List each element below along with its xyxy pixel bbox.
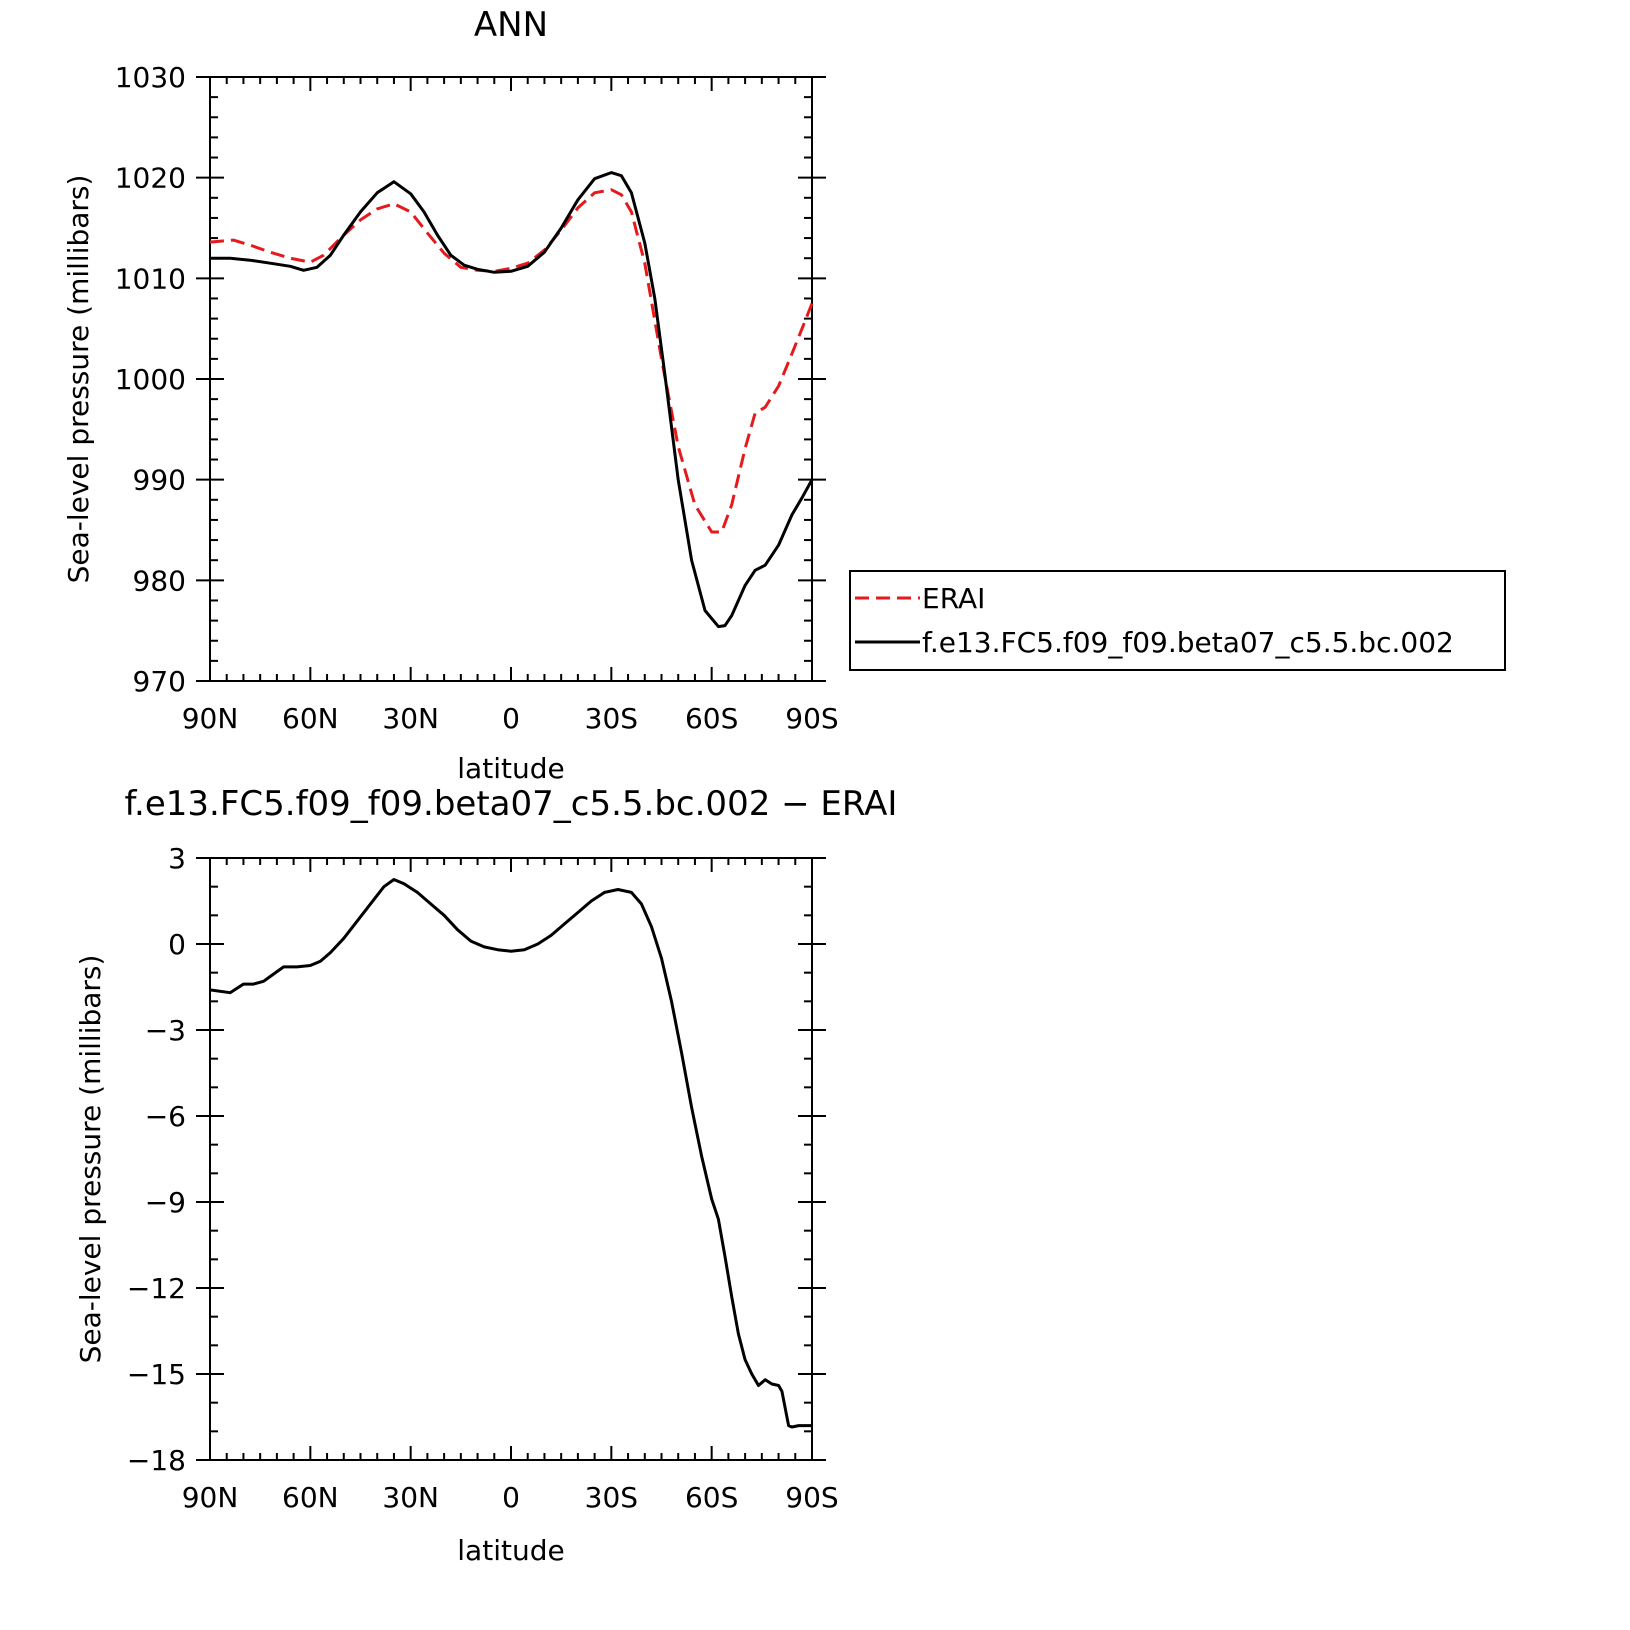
chart-title: f.e13.FC5.f09_f09.beta07_c5.5.bc.002 − E… [125,784,898,824]
x-tick-label: 60N [282,702,339,735]
y-tick-label: 980 [133,564,186,597]
bottom-panel-difference: f.e13.FC5.f09_f09.beta07_c5.5.bc.002 − E… [74,784,897,1567]
y-tick-label: −15 [127,1358,186,1391]
x-tick-label: 90S [785,1481,838,1514]
y-tick-label: 1010 [115,262,186,295]
x-tick-label: 30N [382,1481,439,1514]
x-tick-label: 0 [502,1481,520,1514]
legend-label: f.e13.FC5.f09_f09.beta07_c5.5.bc.002 [922,626,1454,659]
y-tick-label: 1020 [115,162,186,195]
x-tick-label: 60S [685,702,738,735]
x-tick-label: 0 [502,702,520,735]
y-axis-label: Sea-level pressure (millibars) [62,175,95,584]
y-tick-label: 1030 [115,61,186,94]
plot-frame [209,857,813,1461]
y-tick-label: −3 [145,1014,186,1047]
x-tick-label: 60N [282,1481,339,1514]
plot-frame [209,76,813,682]
chart-title: ANN [474,5,548,45]
y-tick-label: −12 [127,1272,186,1305]
top-panel-climatology: ANN 90N 60N 30N 0 30S 60S 90S 970 980 990 1000 1010 1… [62,5,839,785]
legend-box [849,570,1506,671]
y-tick-label: 1000 [115,363,186,396]
x-tick-label: 30N [382,702,439,735]
y-tick-label: −6 [145,1100,186,1133]
x-tick-label: 30S [585,702,638,735]
x-tick-label: 90S [785,702,838,735]
legend-label: ERAI [922,582,985,615]
y-tick-label: 3 [168,842,186,875]
y-tick-label: 0 [168,928,186,961]
y-tick-label: 990 [133,464,186,497]
legend: ERAI f.e13.FC5.f09_f09.beta07_c5.5.bc.002 [849,570,1506,671]
x-axis-label: latitude [457,1534,564,1567]
x-tick-label: 60S [685,1481,738,1514]
y-axis-label: Sea-level pressure (millibars) [74,955,107,1364]
x-tick-label: 90N [182,1481,239,1514]
x-tick-label: 90N [182,702,239,735]
x-tick-label: 30S [585,1481,638,1514]
series-line-0 [209,878,812,1429]
x-axis-label: latitude [457,752,564,785]
series-line-erai [209,188,814,534]
series-line-f-e13-fc5-f09-f09-beta07-c5-5-bc-002 [210,171,814,629]
y-tick-label: 970 [133,665,186,698]
y-tick-label: −18 [127,1444,186,1477]
y-tick-label: −9 [145,1186,186,1219]
